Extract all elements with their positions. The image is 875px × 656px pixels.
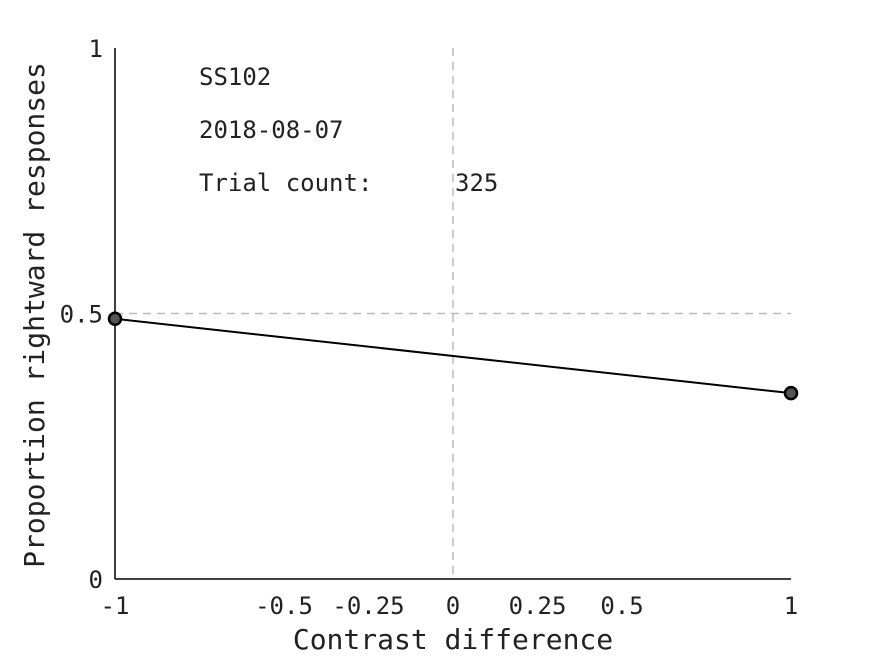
trial-count-value: 325 [455, 169, 498, 197]
x-tick-label: 0 [446, 592, 460, 620]
y-tick-label: 1 [89, 35, 103, 63]
data-series [107, 311, 799, 401]
x-tick-label: -0.5 [255, 592, 313, 620]
y-tick-labels: 00.51 [60, 35, 103, 594]
reference-lines [115, 48, 791, 579]
x-axis-label: Contrast difference [293, 623, 613, 656]
x-tick-label: 0.25 [509, 592, 567, 620]
date-annotation: 2018-08-07 [199, 116, 344, 144]
y-tick-label: 0 [89, 566, 103, 594]
x-tick-label: -1 [101, 592, 130, 620]
x-tick-label: 1 [784, 592, 798, 620]
trial-count-label: Trial count: [199, 169, 372, 197]
data-point [783, 385, 799, 401]
data-point [107, 311, 123, 327]
x-tick-labels: -1 -0.5 -0.25 0 0.25 0.5 1 [101, 592, 799, 620]
x-tick-label: -0.25 [332, 592, 404, 620]
subject-annotation: SS102 [199, 63, 271, 91]
x-tick-label: 0.5 [600, 592, 643, 620]
y-axis-label: Proportion rightward responses [18, 62, 51, 568]
series-line [114, 317, 792, 395]
y-tick-label: 0.5 [60, 301, 103, 329]
